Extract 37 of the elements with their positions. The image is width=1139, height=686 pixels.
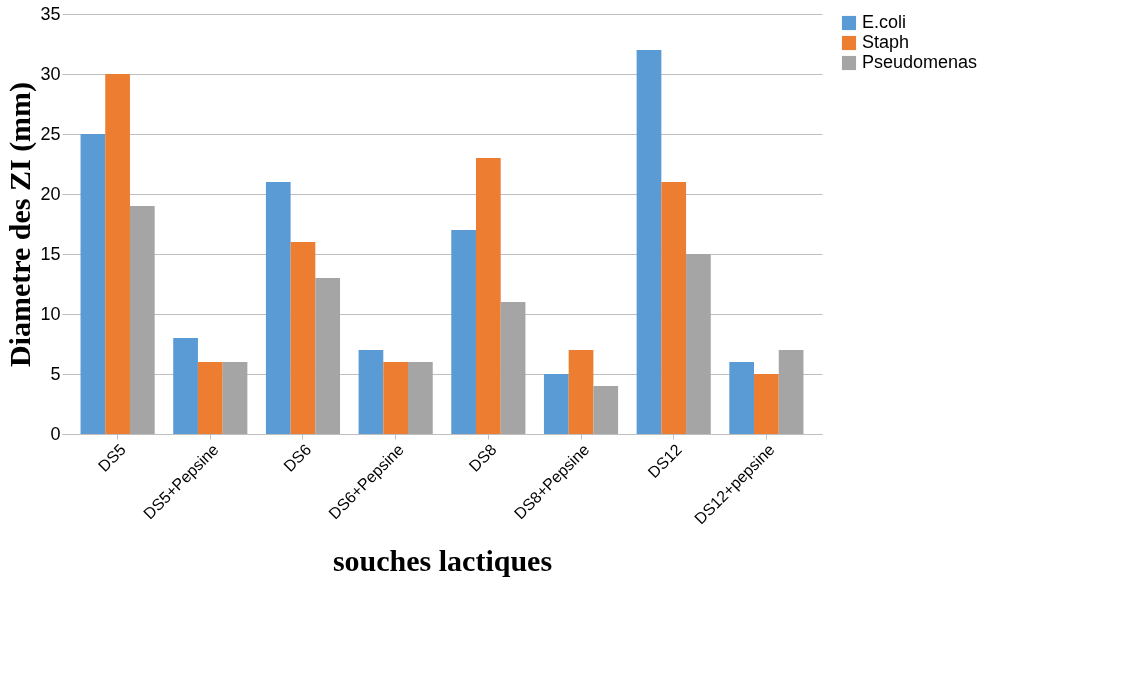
bar [686,254,711,434]
bar [451,230,476,434]
bar [173,338,198,434]
bar [543,374,569,434]
bar [315,278,341,434]
bar [105,74,130,434]
bar [593,386,619,434]
y-tick-label: 0 [50,423,61,444]
legend-label: E.coli [862,12,907,32]
bar [729,362,755,434]
y-tick-label: 10 [40,303,61,324]
bar [197,362,223,434]
y-tick-label: 35 [40,3,61,24]
bar [129,206,155,434]
bar [222,362,248,434]
bar [500,302,526,434]
y-tick-label: 30 [40,63,61,84]
y-tick-label: 15 [40,243,61,264]
bar [661,182,687,434]
bar [290,242,316,434]
bar [475,158,501,434]
bar [754,374,779,434]
bar [636,50,662,434]
bar [778,350,804,434]
bar [358,350,384,434]
legend-label: Pseudomenas [862,52,978,72]
y-tick-label: 5 [50,363,61,384]
y-tick-label: 25 [40,123,61,144]
y-axis-title: Diametre des ZI (mm) [3,81,38,368]
bar [265,182,291,434]
bar [568,350,594,434]
bar [408,362,433,434]
y-tick-label: 20 [40,183,61,204]
legend-label: Staph [862,32,910,52]
bar [383,362,409,434]
x-axis-title: souches lactiques [332,544,553,578]
bar [80,134,106,434]
